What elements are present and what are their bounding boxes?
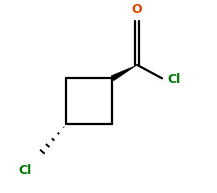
Polygon shape bbox=[111, 65, 137, 81]
Text: O: O bbox=[132, 3, 143, 16]
Text: Cl: Cl bbox=[168, 73, 181, 86]
Text: Cl: Cl bbox=[19, 163, 32, 177]
